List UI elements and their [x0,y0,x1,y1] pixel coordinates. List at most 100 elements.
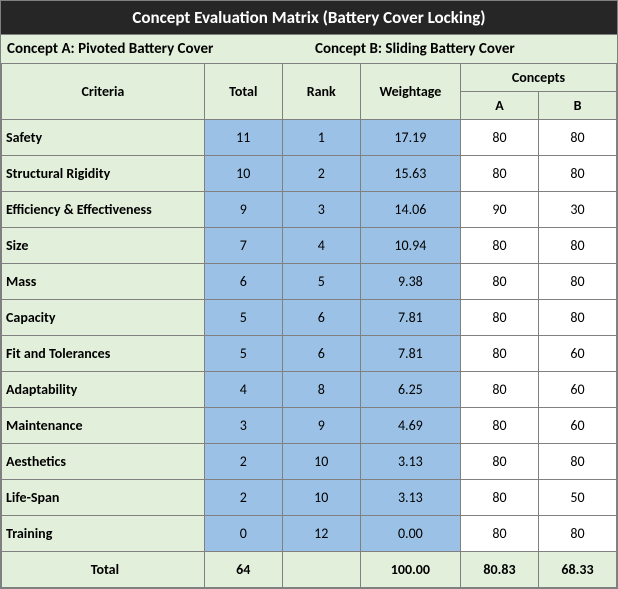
row-criteria: Life-Span [2,480,205,516]
matrix-table: Criteria Total Rank Weightage Concepts A… [1,63,617,588]
header-criteria: Criteria [2,64,205,120]
totals-weight: 100.00 [360,552,460,588]
row-weight: 17.19 [360,120,460,156]
row-b: 30 [538,192,616,228]
table-row: Aesthetics2103.138080 [2,444,617,480]
table-footer: Total 64 100.00 80.83 68.33 [2,552,617,588]
totals-row: Total 64 100.00 80.83 68.33 [2,552,617,588]
row-rank: 6 [282,336,360,372]
row-b: 80 [538,156,616,192]
row-b: 80 [538,120,616,156]
row-total: 4 [204,372,282,408]
table-row: Fit and Tolerances567.818060 [2,336,617,372]
row-a: 90 [461,192,539,228]
row-rank: 10 [282,480,360,516]
row-weight: 7.81 [360,300,460,336]
row-criteria: Efficiency & Effectiveness [2,192,205,228]
row-weight: 14.06 [360,192,460,228]
row-a: 80 [461,336,539,372]
row-total: 7 [204,228,282,264]
row-weight: 15.63 [360,156,460,192]
row-a: 80 [461,516,539,552]
row-weight: 9.38 [360,264,460,300]
header-a: A [461,92,539,120]
row-b: 60 [538,336,616,372]
row-criteria: Safety [2,120,205,156]
table-row: Life-Span2103.138050 [2,480,617,516]
row-rank: 5 [282,264,360,300]
row-rank: 3 [282,192,360,228]
row-criteria: Mass [2,264,205,300]
row-b: 80 [538,264,616,300]
row-weight: 6.25 [360,372,460,408]
row-rank: 1 [282,120,360,156]
row-a: 80 [461,228,539,264]
row-total: 5 [204,336,282,372]
row-weight: 0.00 [360,516,460,552]
row-a: 80 [461,480,539,516]
row-rank: 8 [282,372,360,408]
row-a: 80 [461,408,539,444]
concepts-description-row: Concept A: Pivoted Battery Cover Concept… [1,35,617,63]
table-row: Capacity567.818080 [2,300,617,336]
header-weightage: Weightage [360,64,460,120]
table-row: Safety11117.198080 [2,120,617,156]
row-criteria: Fit and Tolerances [2,336,205,372]
table-row: Maintenance394.698060 [2,408,617,444]
concept-b-label: Concept B: Sliding Battery Cover [309,35,617,63]
row-a: 80 [461,156,539,192]
row-b: 50 [538,480,616,516]
row-a: 80 [461,120,539,156]
row-criteria: Maintenance [2,408,205,444]
table-row: Mass659.388080 [2,264,617,300]
row-total: 2 [204,444,282,480]
row-total: 0 [204,516,282,552]
table-body: Safety11117.198080Structural Rigidity102… [2,120,617,552]
row-total: 11 [204,120,282,156]
totals-total: 64 [204,552,282,588]
table-row: Training0120.008080 [2,516,617,552]
row-weight: 4.69 [360,408,460,444]
table-header: Criteria Total Rank Weightage Concepts A… [2,64,617,120]
evaluation-matrix: Concept Evaluation Matrix (Battery Cover… [0,0,618,589]
row-a: 80 [461,264,539,300]
row-total: 2 [204,480,282,516]
row-rank: 12 [282,516,360,552]
header-concepts: Concepts [461,64,617,92]
row-a: 80 [461,300,539,336]
header-b: B [538,92,616,120]
row-weight: 7.81 [360,336,460,372]
table-row: Size7410.948080 [2,228,617,264]
row-total: 3 [204,408,282,444]
row-weight: 10.94 [360,228,460,264]
row-weight: 3.13 [360,444,460,480]
row-rank: 4 [282,228,360,264]
row-b: 80 [538,516,616,552]
concept-a-label: Concept A: Pivoted Battery Cover [1,35,309,63]
row-criteria: Structural Rigidity [2,156,205,192]
table-row: Adaptability486.258060 [2,372,617,408]
row-total: 6 [204,264,282,300]
header-total: Total [204,64,282,120]
header-rank: Rank [282,64,360,120]
row-criteria: Size [2,228,205,264]
row-criteria: Training [2,516,205,552]
row-b: 80 [538,444,616,480]
row-criteria: Adaptability [2,372,205,408]
totals-rank [282,552,360,588]
row-total: 9 [204,192,282,228]
row-a: 80 [461,372,539,408]
row-b: 60 [538,372,616,408]
row-a: 80 [461,444,539,480]
table-row: Efficiency & Effectiveness9314.069030 [2,192,617,228]
row-b: 80 [538,228,616,264]
table-row: Structural Rigidity10215.638080 [2,156,617,192]
row-rank: 10 [282,444,360,480]
row-weight: 3.13 [360,480,460,516]
totals-b: 68.33 [538,552,616,588]
totals-a: 80.83 [461,552,539,588]
row-rank: 2 [282,156,360,192]
row-criteria: Capacity [2,300,205,336]
row-total: 5 [204,300,282,336]
row-b: 60 [538,408,616,444]
